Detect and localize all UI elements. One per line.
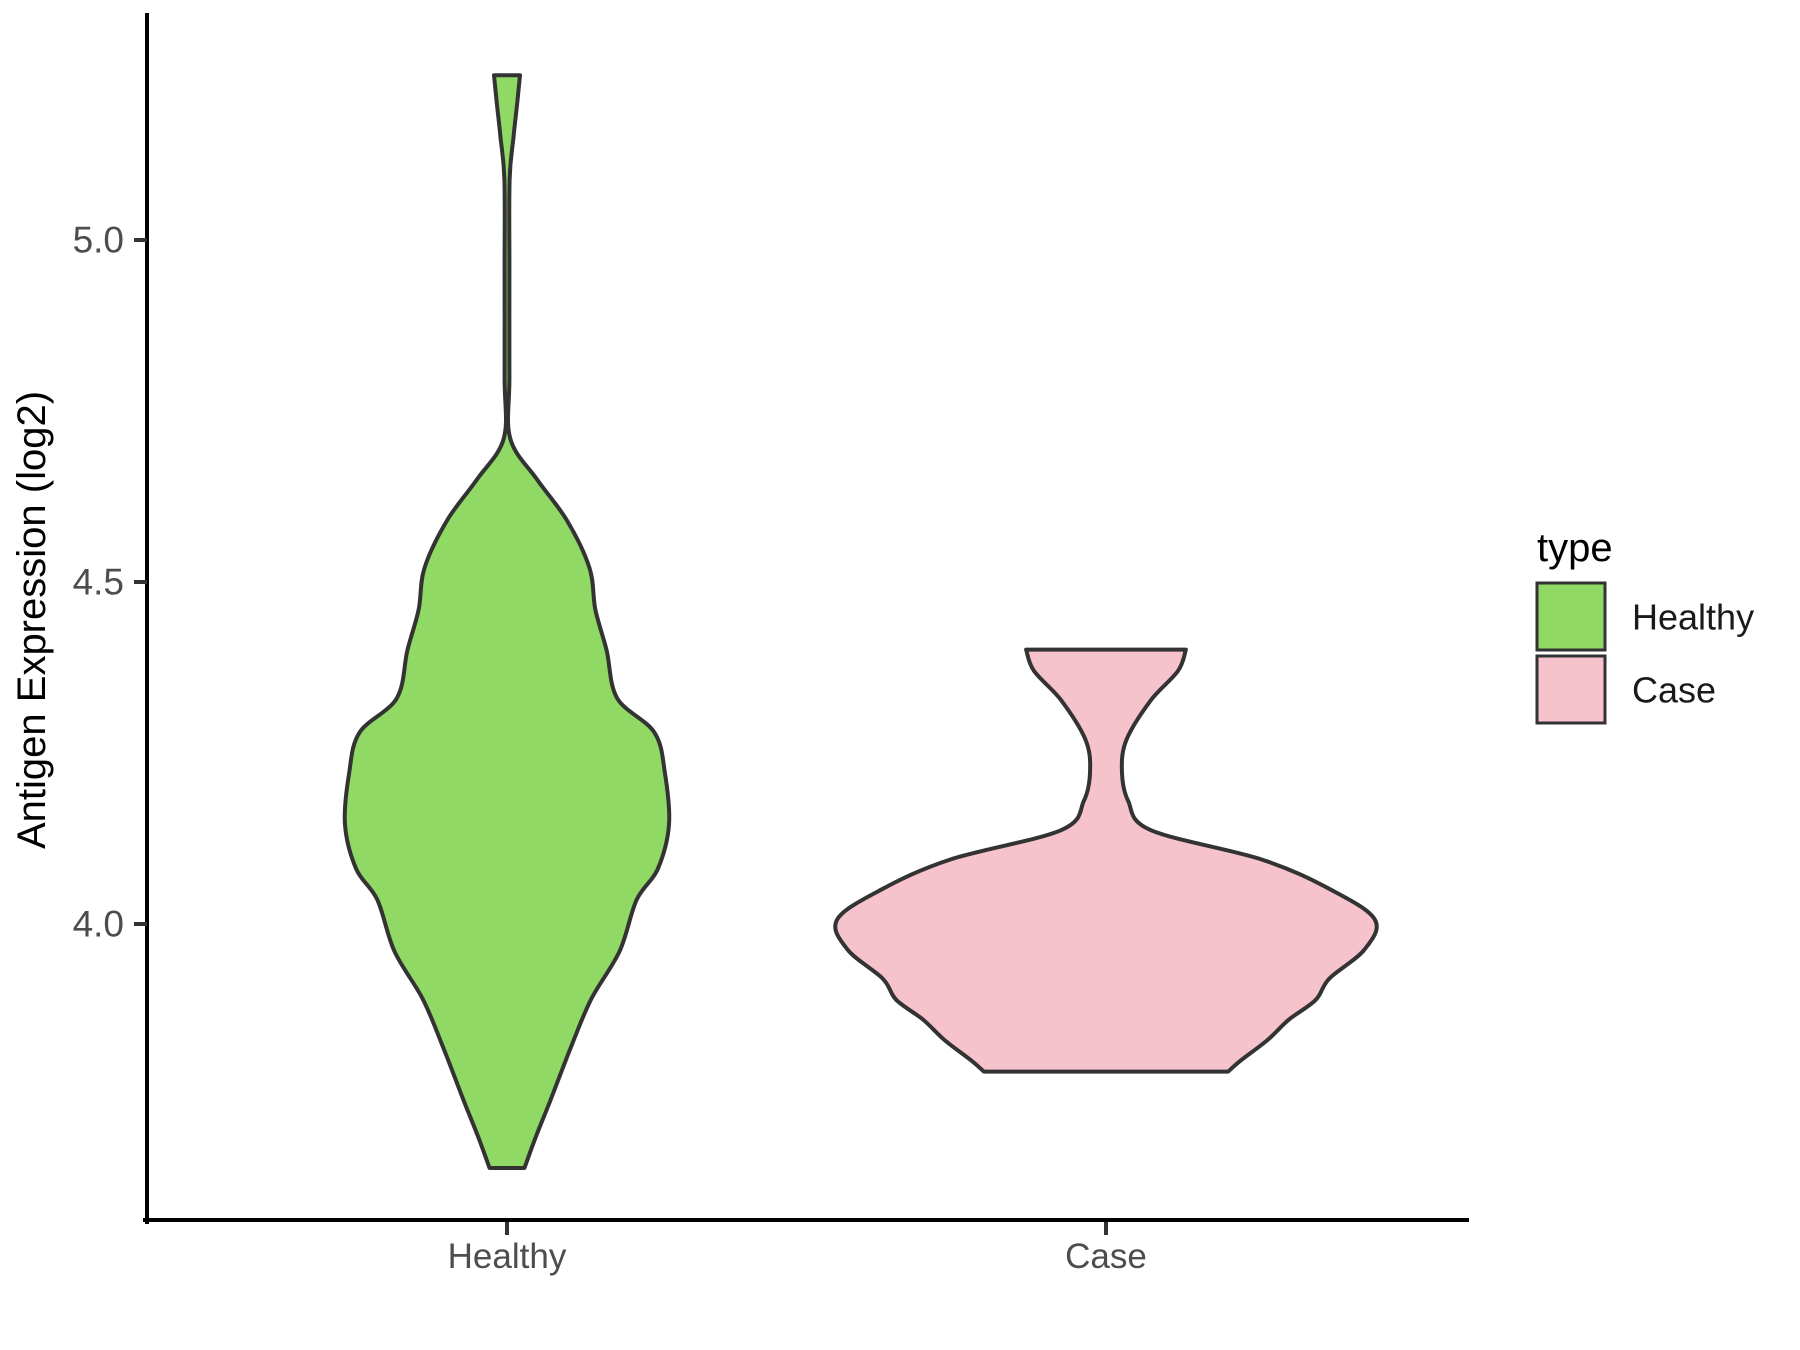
legend-title: type — [1537, 526, 1613, 570]
axes — [143, 13, 1469, 1224]
legend-label-healthy: Healthy — [1632, 597, 1754, 638]
violin-case — [833, 647, 1379, 1074]
x-tick-label-case: Case — [1065, 1237, 1147, 1276]
y-tick-label: 4.0 — [73, 904, 124, 945]
y-tick-labels: 5.0 4.5 4.0 — [73, 220, 124, 945]
legend: type Healthy Case — [1535, 526, 1754, 725]
x-tick-labels: Healthy Case — [448, 1237, 1147, 1276]
legend-label-case: Case — [1632, 670, 1716, 711]
y-tick-label: 4.5 — [73, 562, 124, 603]
y-tick-label: 5.0 — [73, 220, 124, 261]
violins — [342, 73, 1379, 1170]
legend-key-case — [1535, 654, 1607, 725]
x-tick-label-healthy: Healthy — [448, 1237, 567, 1276]
legend-key-healthy — [1535, 581, 1607, 652]
violin-healthy — [342, 73, 672, 1170]
y-axis-title: Antigen Expression (log2) — [10, 391, 54, 849]
y-tick-marks — [134, 238, 147, 926]
x-tick-marks — [505, 1222, 1108, 1235]
